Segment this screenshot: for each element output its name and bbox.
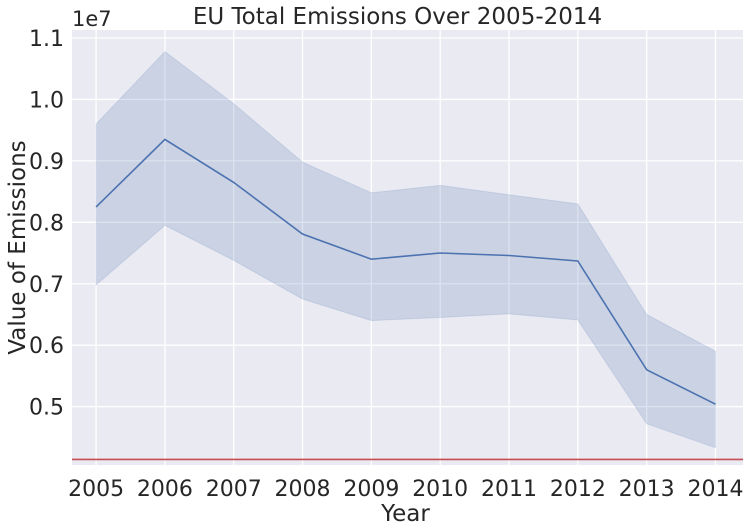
y-tick-label: 0.5 <box>29 396 64 421</box>
y-tick-label: 1.1 <box>29 27 64 52</box>
x-tick-label: 2006 <box>137 477 193 502</box>
y-tick-label: 0.9 <box>29 150 64 175</box>
y-offset-label: 1e7 <box>72 7 112 31</box>
x-tick-label: 2013 <box>619 477 675 502</box>
y-tick-labels: 0.5 0.6 0.7 0.8 0.9 1.0 1.1 <box>29 27 64 421</box>
y-tick-label: 1.0 <box>29 88 64 113</box>
y-axis-label: Value of Emissions <box>5 140 31 354</box>
y-tick-label: 0.7 <box>29 273 64 298</box>
grid-lines <box>72 30 743 465</box>
x-tick-labels: 2005 2006 2007 2008 2009 2010 2011 2012 2013 2014 <box>68 477 743 502</box>
x-tick-label: 2012 <box>550 477 606 502</box>
y-tick-label: 0.8 <box>29 211 64 236</box>
x-tick-label: 2007 <box>206 477 262 502</box>
plot-background <box>72 30 743 465</box>
x-axis-label: Year <box>380 501 430 527</box>
x-tick-label: 2009 <box>343 477 399 502</box>
x-tick-label: 2010 <box>412 477 468 502</box>
confidence-band <box>95 50 716 449</box>
x-tick-label: 2005 <box>68 477 124 502</box>
x-tick-label: 2011 <box>481 477 537 502</box>
y-tick-label: 0.6 <box>29 334 64 359</box>
series-line <box>95 138 716 405</box>
x-tick-label: 2014 <box>687 477 743 502</box>
chart-title: EU Total Emissions Over 2005-2014 <box>193 4 602 30</box>
x-tick-label: 2008 <box>275 477 331 502</box>
